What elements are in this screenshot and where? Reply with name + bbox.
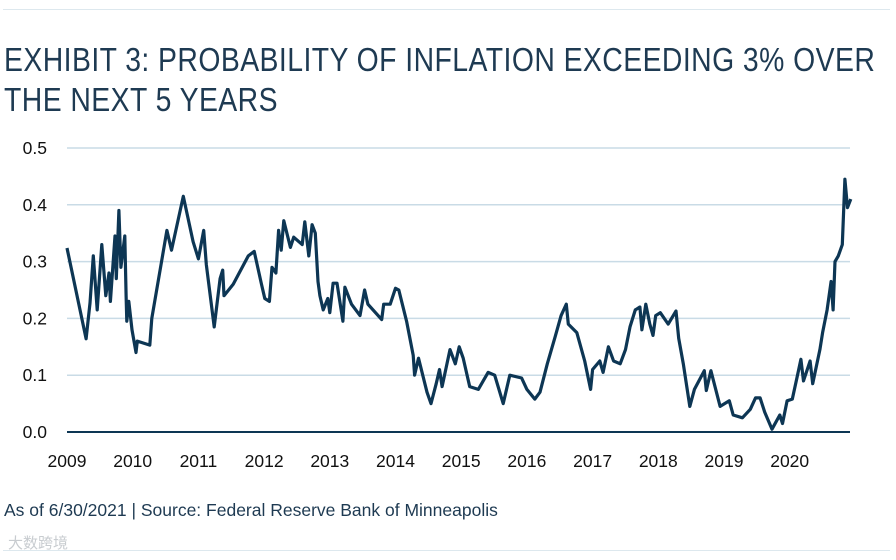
x-tick-label: 2010 [113,451,152,471]
x-tick-label: 2009 [48,451,87,471]
watermark: 大数跨境 [8,534,69,552]
x-tick-label: 2017 [573,451,612,471]
x-tick-label: 2020 [770,451,809,471]
gridlines [67,147,850,376]
chart-title-line-1: EXHIBIT 3: PROBABILITY OF INFLATION EXCE… [4,41,876,78]
y-tick-label: 0.2 [23,308,47,328]
source-note: As of 6/30/2021 | Source: Federal Reserv… [4,500,498,520]
y-tick-label: 0.5 [23,138,47,158]
x-tick-label: 2016 [507,451,546,471]
y-tick-label: 0.0 [23,422,48,442]
x-tick-label: 2014 [376,451,415,471]
top-divider [3,9,890,10]
y-tick-label: 0.3 [23,252,47,272]
y-tick-label: 0.4 [23,195,48,215]
series-line-inflation-probability [65,177,853,431]
x-axis-ticks: 2009 2010 2011 2012 2013 2014 2015 2016 2017 2018… [48,451,810,471]
bottom-divider [3,550,890,551]
x-tick-label: 2011 [180,451,218,471]
x-tick-label: 2019 [705,451,744,471]
y-axis-ticks: 0.0 0.1 0.2 0.3 0.4 0.5 [23,138,48,442]
chart-title-line-2: THE NEXT 5 YEARS [4,81,278,118]
x-tick-label: 2012 [245,451,284,471]
line-chart: 0.00.10.20.30.40.5 2009 2010 2011 2012 2013 2… [23,138,853,471]
x-tick-label: 2018 [639,451,678,471]
y-tick-label: 0.1 [23,365,47,385]
x-tick-label: 2015 [442,451,481,471]
chart-title: EXHIBIT 3: PROBABILITY OF INFLATION EXCE… [4,40,875,120]
x-tick-label: 2013 [310,451,349,471]
